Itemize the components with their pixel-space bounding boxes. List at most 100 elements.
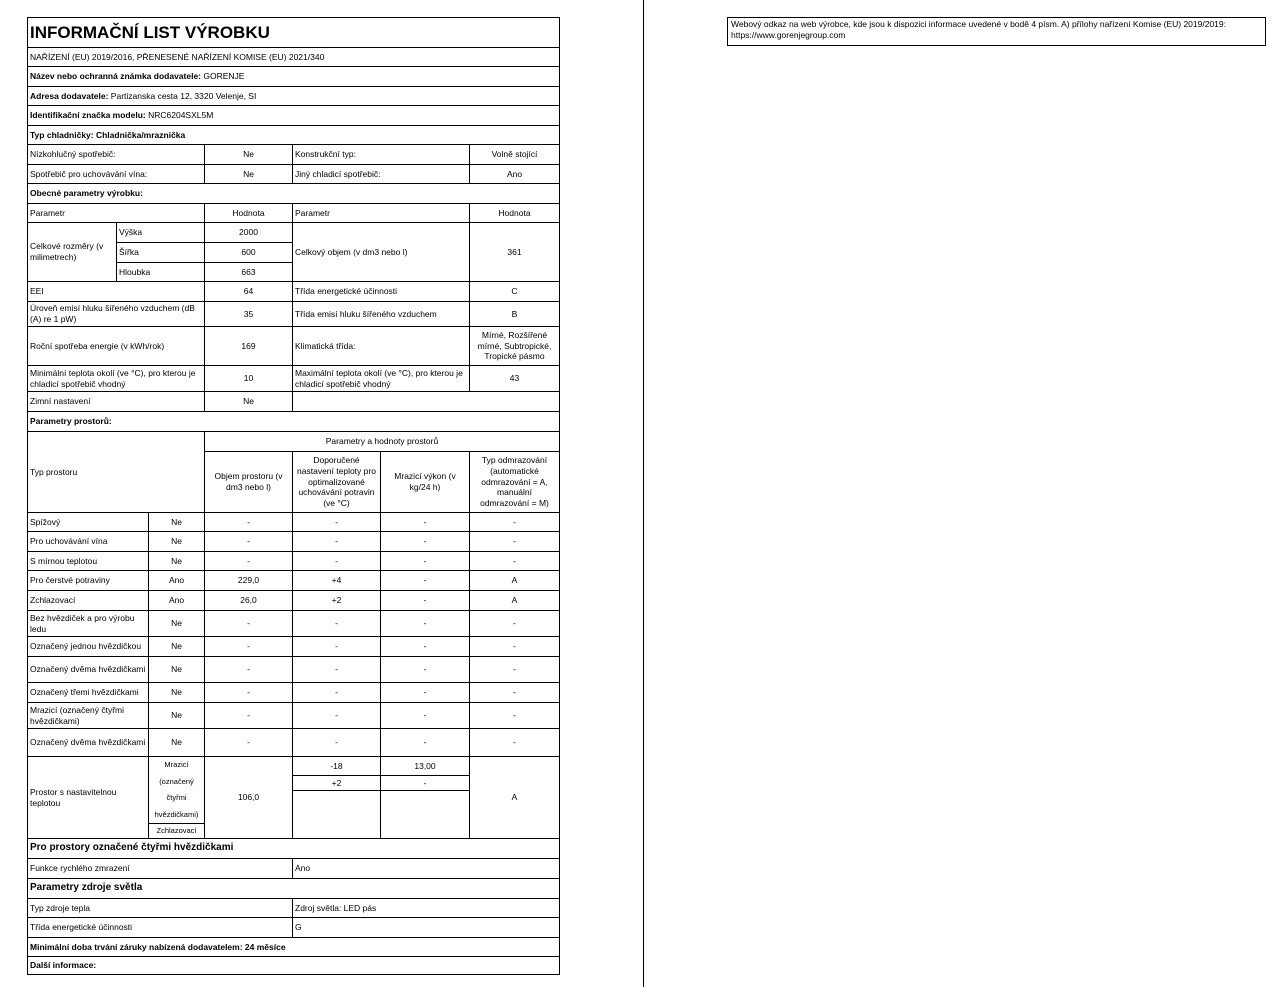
compartment-name: Pro čerstvé potraviny	[27, 570, 149, 591]
value: -	[380, 728, 470, 757]
value: 2000	[204, 222, 293, 243]
value: -	[469, 531, 560, 552]
value: Ne	[204, 144, 293, 165]
label: Zimní nastavení	[27, 391, 205, 412]
value: -	[292, 531, 381, 552]
value: -	[204, 682, 293, 703]
label: Funkce rychlého zmrazení	[27, 858, 293, 879]
label: Celkové rozměry (v milimetrech)	[27, 222, 117, 282]
web-link-url[interactable]: https://www.gorenjegroup.com	[731, 30, 846, 41]
empty-cell	[292, 391, 560, 412]
value: -	[380, 656, 470, 683]
value: -	[292, 656, 381, 683]
label: Třída energetické účinnosti	[292, 281, 470, 302]
value: 26,0	[204, 590, 293, 611]
label: Třída emisí hluku šířeného vzduchem	[292, 301, 470, 327]
label: Výška	[116, 222, 205, 243]
col-header: Parametr	[292, 203, 470, 223]
value: -	[380, 702, 470, 729]
table-row: Pro uchovávání vína Ne - - - -	[27, 531, 560, 552]
col-header: Typ odmrazování (automatické odmrazování…	[469, 451, 560, 513]
model-id: Identifikační značka modelu: NRC6204SXL5…	[27, 105, 560, 126]
value: +2	[292, 775, 381, 791]
compartment-present: Ne	[148, 610, 205, 637]
value: -	[380, 775, 470, 791]
value: A	[469, 570, 560, 591]
empty-cell	[380, 790, 470, 839]
compartment-name: Bez hvězdiček a pro výrobu ledu	[27, 610, 149, 637]
label: Maximální teplota okolí (ve °C), pro kte…	[292, 365, 470, 392]
value: -	[204, 551, 293, 571]
value: 10	[204, 365, 293, 392]
web-link-text: Webový odkaz na web výrobce, kde jsou k …	[731, 19, 1226, 29]
label: Celkový objem (v dm3 nebo l)	[292, 222, 470, 282]
value: -	[380, 610, 470, 637]
table-row: Označený dvěma hvězdičkami Ne - - - -	[27, 728, 560, 757]
value: Ne	[204, 164, 293, 184]
compartment-present: Ne	[148, 512, 205, 532]
empty-cell	[292, 790, 381, 839]
value: C	[469, 281, 560, 302]
mode-label: Mrazicí (označený čtyřmi hvězdičkami)	[148, 756, 205, 824]
compartment-present: Ano	[148, 590, 205, 611]
value: Volně stojící	[469, 144, 560, 165]
label: Jiný chladicí spotřebič:	[292, 164, 470, 184]
supplier-name: Název nebo ochranná známka dodavatele: G…	[27, 66, 560, 87]
value: -	[204, 610, 293, 637]
value: B	[469, 301, 560, 327]
value: -18	[292, 756, 381, 776]
section-heading: Obecné parametry výrobku:	[27, 183, 560, 204]
label: EEI	[27, 281, 205, 302]
col-header: Hodnota	[469, 203, 560, 223]
value: -	[292, 728, 381, 757]
value: 43	[469, 365, 560, 392]
value: -	[292, 682, 381, 703]
table-row: Označený jednou hvězdičkou Ne - - - -	[27, 636, 560, 657]
value: 361	[469, 222, 560, 282]
label: Konstrukční typ:	[292, 144, 470, 165]
value: -	[292, 512, 381, 532]
value: -	[380, 570, 470, 591]
table-row: Zchlazovací Ano 26,0 +2- A	[27, 590, 560, 611]
value: -	[469, 656, 560, 683]
value: Mírné, Rozšířené mírné, Subtropické, Tro…	[469, 326, 560, 366]
value: A	[469, 590, 560, 611]
value: -	[204, 636, 293, 657]
value: -	[469, 682, 560, 703]
label: Šířka	[116, 242, 205, 263]
value: -	[380, 512, 470, 532]
section-heading: Parametry zdroje světla	[27, 878, 560, 899]
col-header: Parametry a hodnoty prostorů	[204, 431, 560, 452]
value: Ano	[292, 858, 560, 879]
value: -	[380, 636, 470, 657]
section-heading: Pro prostory označené čtyřmi hvězdičkami	[27, 838, 560, 859]
table-row: Pro čerstvé potraviny Ano 229,0 +4- A	[27, 570, 560, 591]
value: Ne	[204, 391, 293, 412]
compartment-name: Označený třemi hvězdičkami	[27, 682, 149, 703]
web-link-box: Webový odkaz na web výrobce, kde jsou k …	[727, 17, 1266, 46]
label: Nízkohlučný spotřebič:	[27, 144, 205, 165]
compartment-name: Označený jednou hvězdičkou	[27, 636, 149, 657]
value: -	[469, 512, 560, 532]
value: -	[204, 531, 293, 552]
regulation: NAŘÍZENÍ (EU) 2019/2016, PŘENESENÉ NAŘÍZ…	[27, 47, 560, 67]
value: 663	[204, 262, 293, 282]
value: -	[292, 636, 381, 657]
value: G	[292, 917, 560, 938]
col-header: Hodnota	[204, 203, 293, 223]
label: Typ zdroje tepla	[27, 898, 293, 918]
value: -	[469, 636, 560, 657]
label: Hloubka	[116, 262, 205, 282]
col-header: Typ prostoru	[27, 431, 205, 513]
compartment-name: Označený dvěma hvězdičkami	[27, 728, 149, 757]
label: Úroveň emisí hluku šířeného vzduchem (dB…	[27, 301, 205, 327]
value: +4	[292, 570, 381, 591]
col-header: Doporučené nastavení teploty pro optimal…	[292, 451, 381, 513]
compartment-name: Zchlazovací	[27, 590, 149, 611]
value: -	[292, 551, 381, 571]
compartment-name: Pro uchovávání vína	[27, 531, 149, 552]
table-row: S mírnou teplotou Ne - - - -	[27, 551, 560, 571]
product-info-sheet: INFORMAČNÍ LIST VÝROBKU NAŘÍZENÍ (EU) 20…	[27, 17, 560, 975]
value: 106,0	[204, 756, 293, 839]
label: Roční spotřeba energie (v kWh/rok)	[27, 326, 205, 366]
